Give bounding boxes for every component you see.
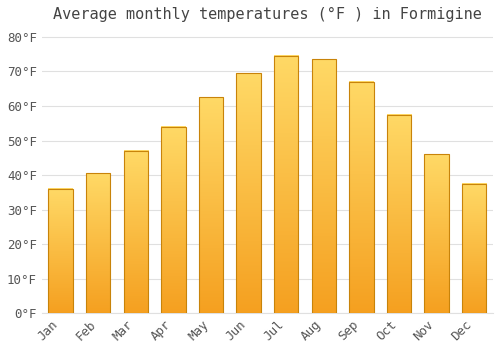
- Bar: [161, 127, 186, 313]
- Bar: [387, 115, 411, 313]
- Bar: [236, 73, 261, 313]
- Title: Average monthly temperatures (°F ) in Formigine: Average monthly temperatures (°F ) in Fo…: [53, 7, 482, 22]
- Bar: [274, 56, 298, 313]
- Bar: [349, 82, 374, 313]
- Bar: [48, 189, 73, 313]
- Bar: [86, 173, 110, 313]
- Bar: [462, 184, 486, 313]
- Bar: [199, 97, 223, 313]
- Bar: [124, 151, 148, 313]
- Bar: [424, 154, 449, 313]
- Bar: [312, 60, 336, 313]
